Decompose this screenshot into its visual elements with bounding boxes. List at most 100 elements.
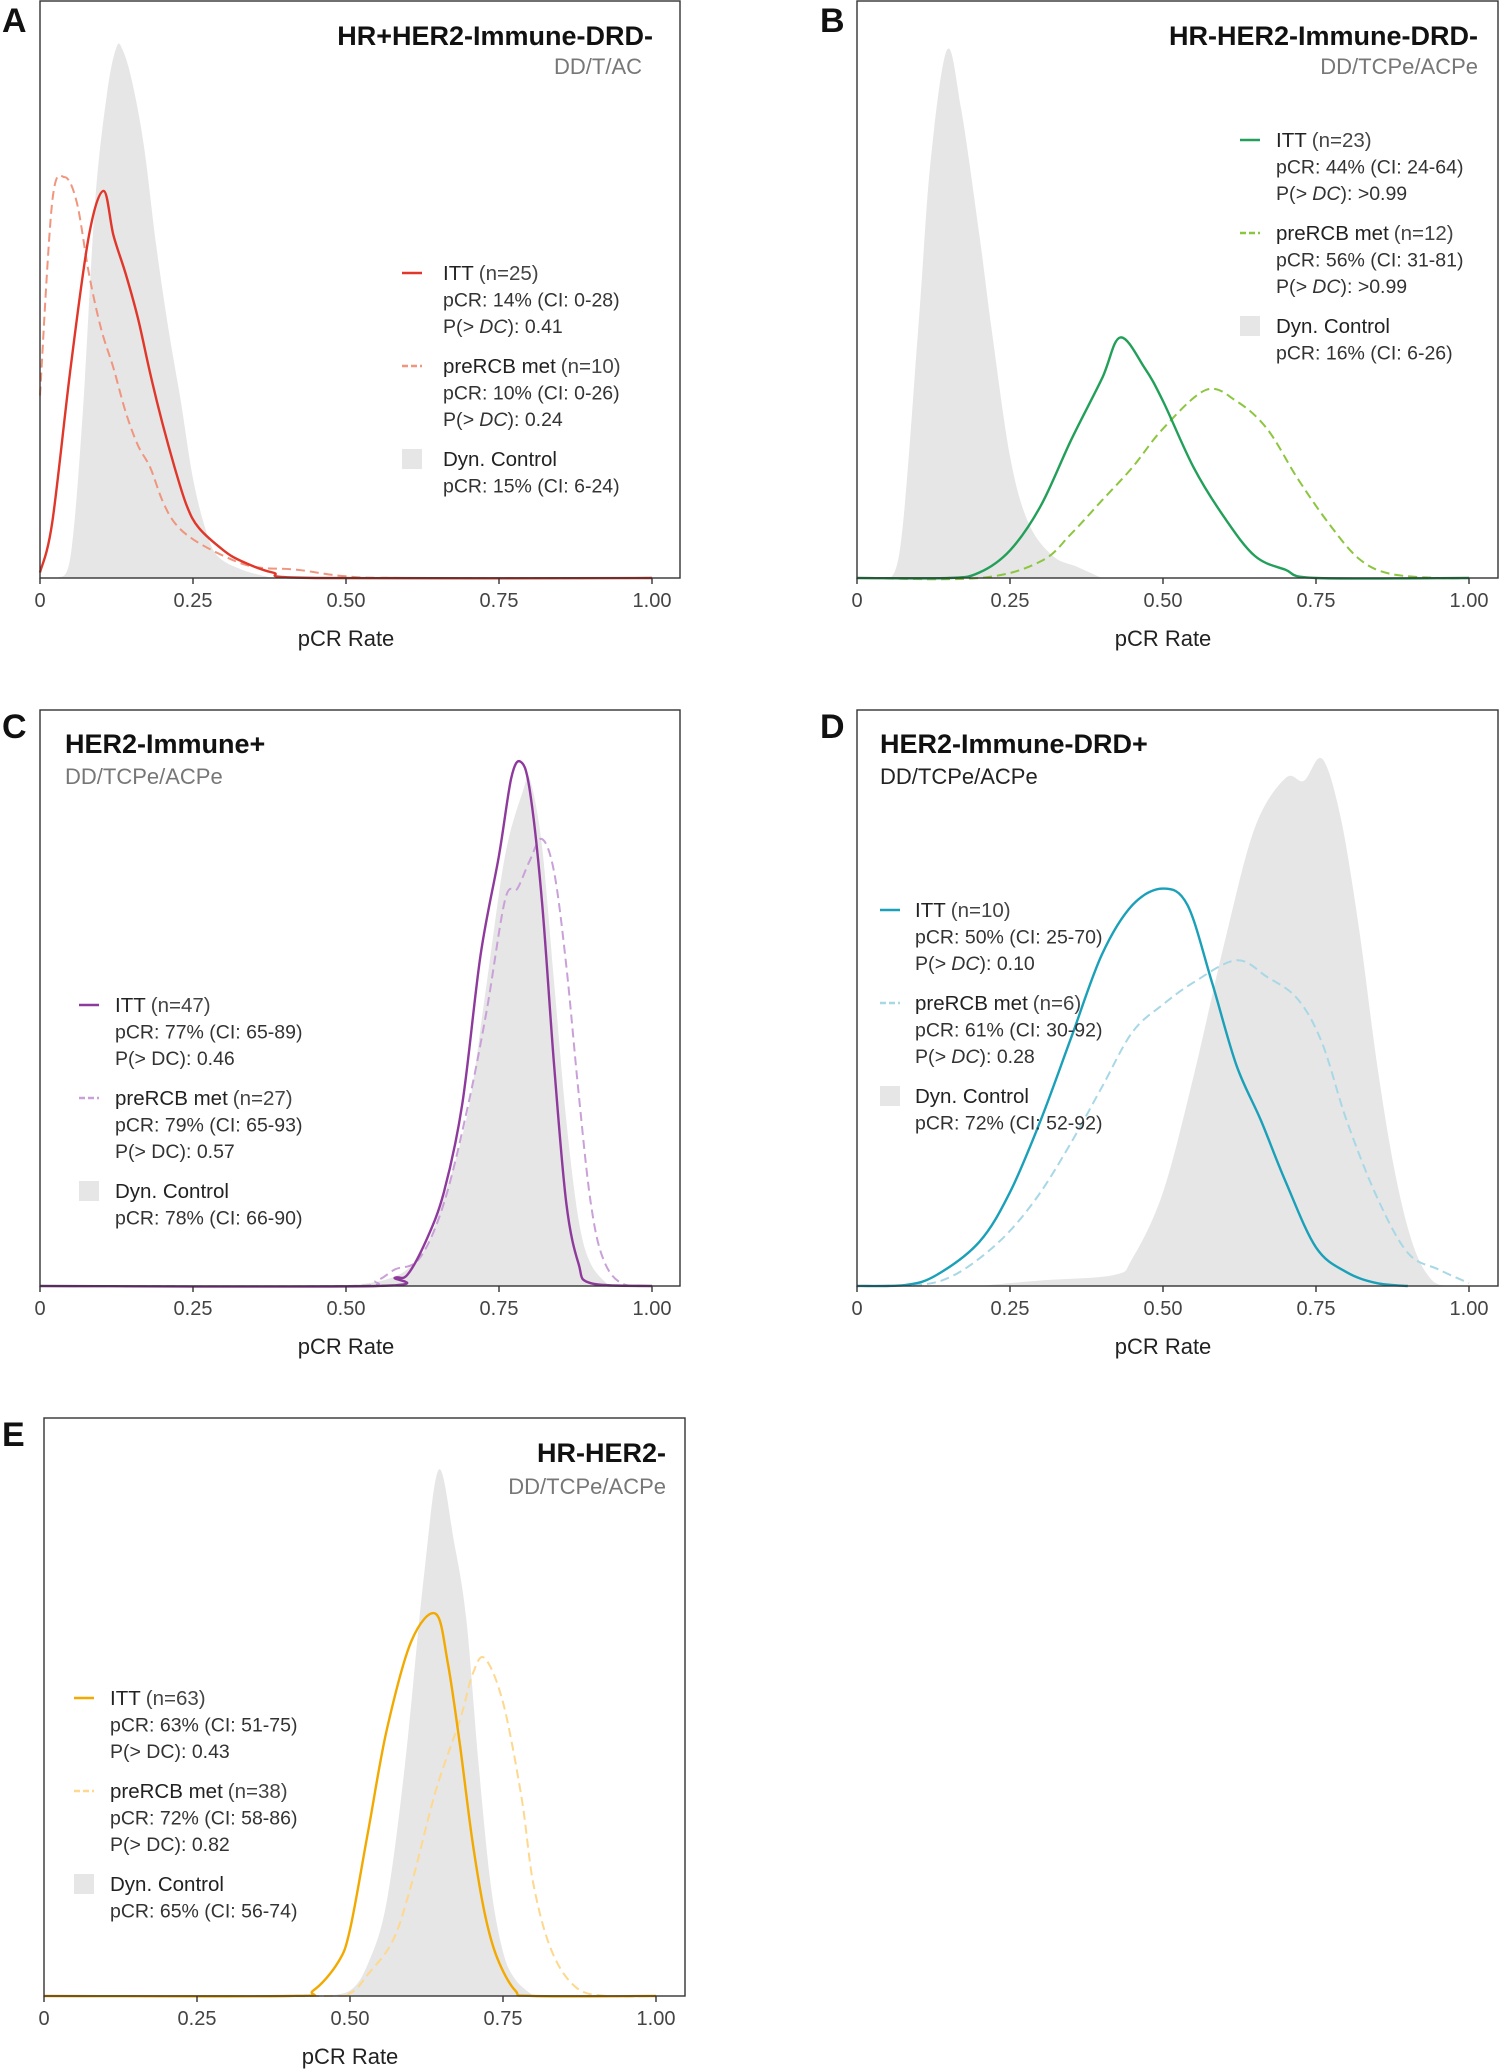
panel-letter: D xyxy=(820,708,845,746)
legend-sample-size: (n=10) xyxy=(561,355,621,378)
legend-series-name: Dyn. Control xyxy=(1276,315,1390,338)
p-value: ): >0.99 xyxy=(1340,276,1407,298)
x-axis-title: pCR Rate xyxy=(1115,1334,1212,1359)
panel-subtitle: DD/TCPe/ACPe xyxy=(880,764,1038,789)
legend-p-greater-dc: P(> DC): 0.82 xyxy=(110,1834,230,1856)
legend-series-name: preRCB met xyxy=(1276,222,1389,245)
legend-pcr: pCR: 14% (CI: 0-28) xyxy=(443,290,620,312)
legend-swatch xyxy=(1240,316,1260,336)
control-density-area xyxy=(881,48,1102,579)
legend-series-name: ITT xyxy=(1276,129,1307,152)
x-tick-label: 0.25 xyxy=(174,590,213,612)
p-value: ): 0.28 xyxy=(979,1046,1034,1068)
legend-pcr: pCR: 65% (CI: 56-74) xyxy=(110,1901,298,1923)
legend-label: ITT (n=47) xyxy=(115,994,211,1017)
panel-subtitle: DD/TCPe/ACPe xyxy=(508,1474,666,1499)
p-dc: > DC xyxy=(130,1741,175,1763)
legend-pcr: pCR: 61% (CI: 30-92) xyxy=(915,1020,1103,1042)
prercb-density-line xyxy=(856,387,1470,581)
panel-subtitle: DD/T/AC xyxy=(554,54,642,79)
x-tick-label: 0.75 xyxy=(480,1298,519,1320)
legend-pcr: pCR: 77% (CI: 65-89) xyxy=(115,1022,303,1044)
plot-frame xyxy=(856,0,1499,579)
x-tick-label: 1.00 xyxy=(637,2008,676,2030)
legend-label: Dyn. Control xyxy=(915,1085,1029,1108)
legend-series-name: Dyn. Control xyxy=(110,1873,224,1896)
control-density-area xyxy=(979,757,1451,1286)
legend-series-name: Dyn. Control xyxy=(443,448,557,471)
x-tick-label: 1.00 xyxy=(1450,1298,1489,1320)
itt-density-line xyxy=(39,759,653,1288)
legend-item-itt: ITT (n=10) pCR: 50% (CI: 25-70) P(> DC): 0.… xyxy=(880,899,1103,975)
x-tick-label: 0.75 xyxy=(484,2008,523,2030)
x-axis-title: pCR Rate xyxy=(298,1334,395,1359)
x-tick-label: 0.50 xyxy=(327,590,366,612)
legend-item-prercb: preRCB met (n=10) pCR: 10% (CI: 0-26) P(> D… xyxy=(402,355,621,431)
legend-item-prercb: preRCB met (n=27) pCR: 79% (CI: 65-93) P(> … xyxy=(79,1087,303,1163)
x-tick-label: 0 xyxy=(851,1298,862,1320)
p-prefix: P( xyxy=(110,1741,130,1763)
p-dc: > DC xyxy=(135,1048,180,1070)
p-dc: > DC xyxy=(1296,276,1342,298)
itt-density-line xyxy=(856,887,1408,1288)
legend-p-greater-dc: P(> DC): 0.10 xyxy=(915,953,1035,975)
legend-p-greater-dc: P(> DC): 0.41 xyxy=(443,316,563,338)
legend-sample-size: (n=38) xyxy=(228,1780,288,1803)
x-axis-title: pCR Rate xyxy=(302,2044,399,2069)
x-axis-title: pCR Rate xyxy=(298,626,395,651)
x-tick-label: 0 xyxy=(34,1298,45,1320)
legend-series-name: preRCB met xyxy=(443,355,556,378)
p-value: ): 0.43 xyxy=(174,1741,229,1763)
legend-sample-size: (n=25) xyxy=(479,262,539,285)
control-density-area xyxy=(319,1469,534,1996)
p-value: ): 0.82 xyxy=(174,1834,229,1856)
plot-frame xyxy=(43,1417,686,1997)
legend-item-control: Dyn. Control pCR: 15% (CI: 6-24) xyxy=(402,448,620,498)
legend-series-name: ITT xyxy=(115,994,146,1017)
plot-frame xyxy=(39,0,681,579)
prercb-density-line xyxy=(39,174,653,580)
x-tick-label: 0 xyxy=(851,590,862,612)
legend-item-itt: ITT (n=63) pCR: 63% (CI: 51-75) P(> DC): 0.… xyxy=(74,1687,298,1763)
legend-item-prercb: preRCB met (n=38) pCR: 72% (CI: 58-86) P(> … xyxy=(74,1780,298,1856)
legend-series-name: Dyn. Control xyxy=(115,1180,229,1203)
legend-label: preRCB met (n=10) xyxy=(443,355,621,378)
p-prefix: P( xyxy=(915,1046,935,1068)
legend-label: Dyn. Control xyxy=(110,1873,224,1896)
legend-pcr: pCR: 50% (CI: 25-70) xyxy=(915,927,1103,949)
legend-label: Dyn. Control xyxy=(1276,315,1390,338)
legend-p-greater-dc: P(> DC): 0.28 xyxy=(915,1046,1035,1068)
x-tick-label: 1.00 xyxy=(633,1298,672,1320)
panel-c: C 0 0.25 0.50 0.75 1.00 pCR Rate HER2-Immune+ DD… xyxy=(2,708,681,1359)
p-value: ): >0.99 xyxy=(1340,183,1407,205)
legend: ITT (n=47)pCR: 77% (CI: 65-89)P(> DC): 0.… xyxy=(79,994,303,1230)
legend-item-prercb: preRCB met (n=12) pCR: 56% (CI: 31-81) P(> … xyxy=(1240,222,1464,298)
x-tick-label: 0.50 xyxy=(1144,1298,1183,1320)
legend-swatch xyxy=(402,449,422,469)
p-prefix: P( xyxy=(915,953,935,975)
p-prefix: P( xyxy=(1276,183,1296,205)
x-tick-label: 1.00 xyxy=(633,590,672,612)
x-tick-label: 0.50 xyxy=(1144,590,1183,612)
panel-d: D 0 0.25 0.50 0.75 1.00 pCR Rate HER2-Immune-DR… xyxy=(820,708,1499,1359)
p-value: ): 0.10 xyxy=(979,953,1034,975)
legend-series-name: preRCB met xyxy=(110,1780,223,1803)
legend-swatch xyxy=(79,1181,99,1201)
panel-title: HR-HER2-Immune-DRD- xyxy=(1169,21,1478,51)
itt-density-line xyxy=(43,1611,657,1998)
legend-item-control: Dyn. Control pCR: 78% (CI: 66-90) xyxy=(79,1180,303,1230)
legend-series-name: ITT xyxy=(443,262,474,285)
legend-series-name: ITT xyxy=(110,1687,141,1710)
panel-subtitle: DD/TCPe/ACPe xyxy=(1320,54,1478,79)
legend-label: preRCB met (n=38) xyxy=(110,1780,288,1803)
plot-frame xyxy=(39,709,681,1287)
legend-label: ITT (n=63) xyxy=(110,1687,206,1710)
legend-pcr: pCR: 15% (CI: 6-24) xyxy=(443,476,620,498)
legend-label: ITT (n=10) xyxy=(915,899,1011,922)
legend-sample-size: (n=63) xyxy=(146,1687,206,1710)
legend-pcr: pCR: 79% (CI: 65-93) xyxy=(115,1115,303,1137)
x-tick-label: 0 xyxy=(34,590,45,612)
legend-p-greater-dc: P(> DC): >0.99 xyxy=(1276,183,1407,205)
legend-pcr: pCR: 10% (CI: 0-26) xyxy=(443,383,620,405)
